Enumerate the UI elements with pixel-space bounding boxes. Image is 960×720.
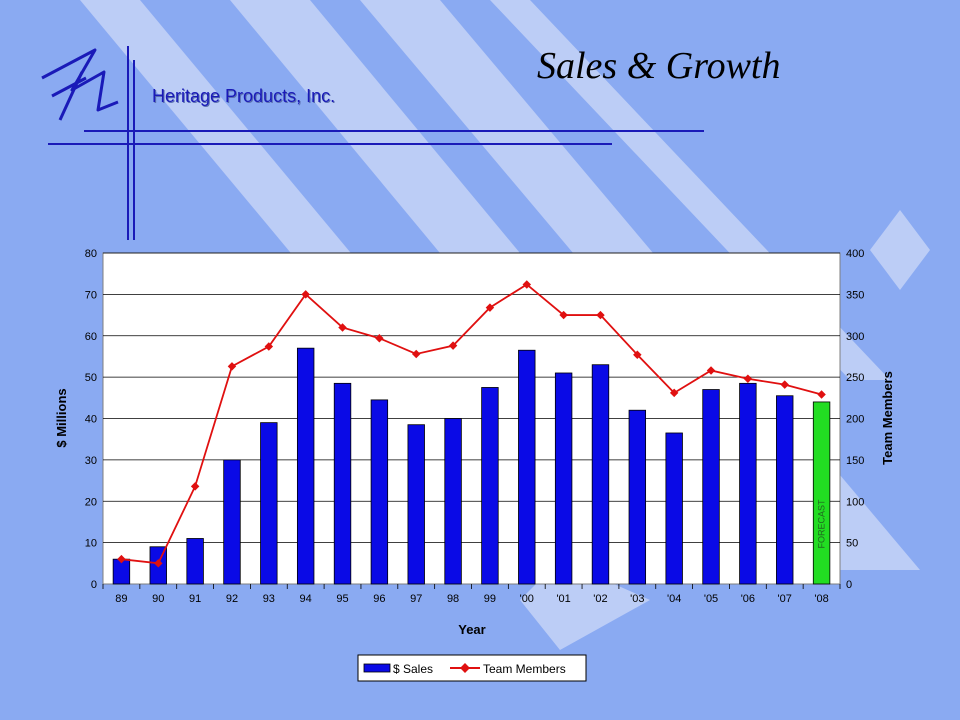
team-members-point — [669, 388, 679, 398]
left-tick-label: 70 — [85, 289, 97, 301]
x-tick-label: 93 — [263, 593, 275, 605]
sales-bar — [444, 418, 462, 585]
legend-label-team: Team Members — [483, 662, 566, 676]
right-tick-label: 0 — [846, 579, 852, 591]
right-tick-label: 300 — [846, 331, 864, 343]
sales-bar — [333, 382, 352, 585]
sales-bar — [554, 372, 573, 585]
sales-bar — [665, 432, 683, 585]
team-members-point — [448, 341, 458, 350]
sales-bar — [628, 409, 647, 585]
forecast-label: FORECAST — [817, 499, 827, 549]
sales-bar — [186, 538, 204, 585]
x-tick-label: 89 — [115, 593, 127, 605]
right-tick-label: 200 — [846, 414, 864, 426]
sales-bar — [407, 424, 425, 585]
x-tick-label: '03 — [630, 593, 644, 605]
team-members-point — [411, 349, 421, 359]
right-axis-ticks: 0 50 100 150 200 250 300 350 400 — [846, 248, 864, 591]
sales-bars — [112, 347, 831, 585]
right-tick-label: 250 — [846, 372, 864, 384]
sales-bar — [776, 395, 794, 585]
x-tick-label: '06 — [741, 593, 755, 605]
header-rules — [48, 46, 704, 240]
team-members-point — [780, 380, 789, 389]
x-tick-label: 91 — [189, 593, 201, 605]
team-members-point — [227, 362, 237, 371]
legend-box — [357, 654, 587, 682]
sales-bar — [370, 399, 389, 585]
left-tick-label: 10 — [85, 538, 97, 550]
x-tick-label: 99 — [484, 593, 496, 605]
right-tick-label: 400 — [846, 248, 864, 260]
right-tick-label: 350 — [846, 289, 864, 301]
left-tick-label: 40 — [85, 414, 97, 426]
left-axis-ticks: 0 10 20 30 40 50 60 70 80 — [85, 248, 97, 591]
x-tick-label: 97 — [410, 593, 422, 605]
company-name: Heritage Products, Inc. — [152, 86, 336, 106]
sales-bar — [739, 382, 757, 585]
sales-bar — [481, 387, 499, 585]
team-members-point — [301, 290, 310, 299]
y-axis-title: $ Millions — [54, 388, 69, 447]
x-tick-label: '00 — [520, 593, 534, 605]
x-tick-label: 96 — [373, 593, 385, 605]
team-members-point — [190, 482, 200, 491]
left-tick-label: 0 — [91, 579, 97, 591]
team-members-point — [375, 333, 384, 343]
left-tick-label: 30 — [85, 455, 97, 467]
x-tick-label: '02 — [593, 593, 607, 605]
right-tick-label: 150 — [846, 455, 864, 467]
sales-bar — [260, 422, 278, 585]
chart-legend: $ Sales Team Members — [357, 654, 587, 682]
right-tick-label: 100 — [846, 496, 864, 508]
x-tick-label: '05 — [704, 593, 718, 605]
x-tick-label: 92 — [226, 593, 238, 605]
right-tick-label: 50 — [846, 538, 858, 550]
left-tick-label: 20 — [85, 496, 97, 508]
x-tick-label: '07 — [778, 593, 792, 605]
sales-bar — [296, 347, 315, 585]
x-tick-label: '08 — [814, 593, 828, 605]
team-members-point — [596, 310, 605, 320]
team-members-point — [264, 342, 274, 351]
team-members-series-line — [121, 283, 822, 565]
team-members-point — [338, 323, 347, 332]
team-members-point — [522, 280, 532, 289]
slide-title: Sales & Growth — [537, 45, 781, 87]
left-tick-label: 50 — [85, 372, 97, 384]
y2-axis-title: Team Members — [880, 371, 895, 465]
sales-bar — [518, 349, 536, 585]
team-members-point — [633, 350, 642, 360]
sales-bar — [702, 389, 720, 585]
team-members-point — [559, 310, 568, 320]
x-tick-label: 90 — [152, 593, 164, 605]
team-members-point — [485, 303, 495, 312]
forecast-sales-bar — [812, 401, 831, 585]
x-tick-label: 95 — [336, 593, 348, 605]
x-tick-label: 98 — [447, 593, 459, 605]
legend-swatch-sales — [363, 663, 391, 673]
sales-bar — [223, 459, 241, 585]
sales-bar — [591, 364, 610, 585]
team-members-point — [743, 374, 753, 384]
team-members-point — [706, 366, 716, 375]
legend-swatch-team-marker — [460, 663, 470, 673]
x-axis-ticks: 89 90 91 92 93 94 95 96 97 98 99 '00 '01 '02 '03 '04 '05… — [102, 584, 841, 605]
legend-label-sales: $ Sales — [393, 662, 433, 676]
left-tick-label: 80 — [85, 248, 97, 260]
team-members-point — [817, 390, 826, 399]
x-tick-label: '01 — [556, 593, 570, 605]
x-tick-label: '04 — [667, 593, 681, 605]
x-axis-title: Year — [458, 622, 485, 637]
x-tick-label: 94 — [300, 593, 312, 605]
left-tick-label: 60 — [85, 331, 97, 343]
company-logo — [41, 48, 119, 121]
